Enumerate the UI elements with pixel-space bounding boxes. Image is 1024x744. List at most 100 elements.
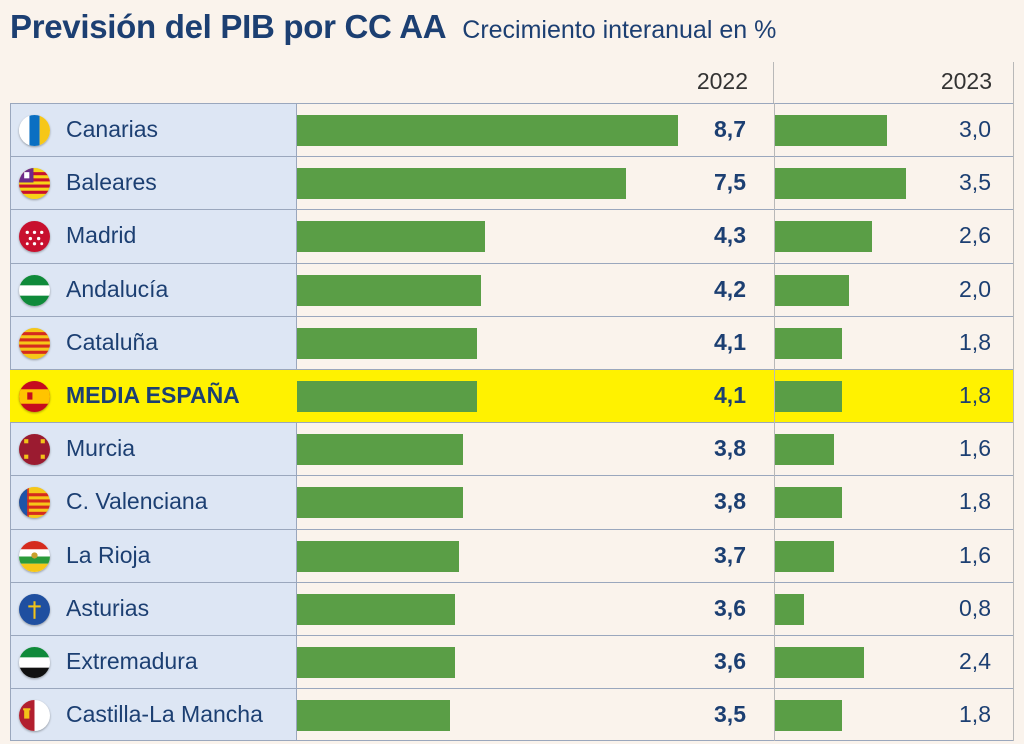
table-row: Baleares 7,5 3,5 (10, 156, 1014, 210)
row-name: Asturias (66, 594, 150, 621)
bar-2022 (297, 327, 477, 359)
extremadura-flag-icon (19, 646, 50, 678)
bar-2023 (774, 646, 865, 678)
table-row: Asturias 3,6 0,8 (10, 581, 1014, 635)
value-2022: 3,6 (714, 594, 746, 621)
value-2023: 2,6 (959, 222, 991, 249)
column-header-2023: 2023 (940, 68, 992, 94)
castilla-la-mancha-flag-icon (19, 700, 50, 732)
value-2023: 1,8 (959, 328, 991, 355)
row-name: MEDIA ESPAÑA (66, 381, 240, 408)
value-2022: 4,2 (714, 275, 746, 302)
bar-2023 (774, 434, 835, 466)
baleares-flag-icon (19, 168, 50, 200)
row-name: Castilla-La Mancha (66, 701, 263, 728)
table-row: Extremadura 3,6 2,4 (10, 634, 1014, 689)
bar-2023 (774, 540, 835, 572)
table-row: Madrid 4,3 2,6 (10, 209, 1014, 263)
row-label-cell: Baleares (10, 157, 297, 210)
table-row: Canarias 8,7 3,0 (10, 103, 1014, 157)
column-header-2022: 2022 (696, 68, 748, 94)
bar-2023 (774, 115, 888, 146)
value-2022: 7,5 (714, 169, 746, 196)
value-2023: 1,6 (959, 541, 991, 568)
bar-2022 (297, 115, 679, 146)
row-name: Extremadura (66, 647, 198, 674)
row-label-cell: Castilla-La Mancha (10, 689, 297, 741)
row-label-cell: Andalucía (10, 263, 297, 316)
row-label-cell: Extremadura (10, 635, 297, 689)
row-name: Murcia (66, 435, 136, 462)
value-2022: 4,3 (714, 222, 746, 249)
value-2022: 3,7 (714, 541, 746, 568)
bar-2023 (774, 380, 842, 412)
bar-2022 (297, 221, 486, 253)
right-divider (1013, 62, 1014, 103)
row-name: Andalucía (66, 275, 169, 302)
bar-2022 (297, 434, 464, 466)
value-2023: 1,8 (959, 381, 991, 408)
canarias-flag-icon (19, 115, 50, 146)
column-divider (773, 62, 774, 103)
table-row: Andalucía 4,2 2,0 (10, 262, 1014, 316)
bar-2023 (774, 221, 873, 253)
bar-2023 (774, 487, 842, 519)
spain-flag-icon (19, 380, 50, 412)
value-2022: 3,8 (714, 488, 746, 515)
bar-2022 (297, 700, 451, 732)
row-name: La Rioja (66, 541, 151, 568)
value-2022: 3,8 (714, 435, 746, 462)
row-name: C. Valenciana (66, 488, 208, 515)
value-2022: 3,5 (714, 701, 746, 728)
value-2023: 3,5 (959, 169, 991, 196)
andalucia-flag-icon (19, 274, 50, 306)
table-row-highlight: MEDIA ESPAÑA 4,1 1,8 (10, 368, 1014, 423)
row-label-cell: Asturias (10, 582, 297, 635)
bar-2022 (297, 487, 464, 519)
chart-header: Previsión del PIB por CC AA Crecimiento … (10, 8, 776, 54)
row-label-cell: Canarias (10, 104, 297, 157)
row-name: Madrid (66, 222, 137, 249)
table-row: Murcia 3,8 1,6 (10, 422, 1014, 476)
chart-title: Previsión del PIB por CC AA (10, 8, 447, 45)
table-row: La Rioja 3,7 1,6 (10, 528, 1014, 582)
table-row: Cataluña 4,1 1,8 (10, 315, 1014, 369)
murcia-flag-icon (19, 434, 50, 466)
row-label-cell: C. Valenciana (10, 476, 297, 529)
row-label-cell: MEDIA ESPAÑA (10, 369, 297, 423)
row-label-cell: Murcia (10, 423, 297, 476)
rioja-flag-icon (19, 540, 50, 572)
value-2023: 2,0 (959, 275, 991, 302)
value-2023: 1,6 (959, 435, 991, 462)
bar-2022 (297, 274, 481, 306)
cataluna-flag-icon (19, 327, 50, 359)
bar-2023 (774, 168, 906, 200)
bar-2023 (774, 327, 842, 359)
asturias-flag-icon (19, 593, 50, 625)
bar-2023 (774, 700, 842, 732)
madrid-flag-icon (19, 221, 50, 253)
value-2022: 4,1 (714, 381, 746, 408)
column-divider-body (773, 103, 775, 742)
bar-2023 (774, 274, 850, 306)
bar-2023 (774, 593, 805, 625)
value-2022: 3,6 (714, 647, 746, 674)
bar-2022 (297, 540, 460, 572)
table-row: Castilla-La Mancha 3,5 1,8 (10, 688, 1014, 742)
value-2023: 2,4 (959, 647, 991, 674)
valenciana-flag-icon (19, 487, 50, 519)
value-2023: 3,0 (959, 116, 991, 142)
row-name: Cataluña (66, 328, 159, 355)
row-name: Baleares (66, 169, 157, 196)
value-2023: 1,8 (959, 701, 991, 728)
bar-2022 (297, 646, 455, 678)
chart-subtitle: Crecimiento interanual en % (462, 16, 777, 44)
chart-table: Canarias 8,7 3,0 Baleares 7,5 3,5 Madrid 4,3 2,6… (10, 103, 1014, 742)
row-label-cell: Madrid (10, 210, 297, 263)
row-label-cell: La Rioja (10, 529, 297, 582)
value-2023: 0,8 (959, 594, 991, 621)
row-label-cell: Cataluña (10, 316, 297, 369)
table-row: C. Valenciana 3,8 1,8 (10, 475, 1014, 529)
right-divider-body (1013, 103, 1014, 742)
bar-2022 (297, 168, 626, 200)
